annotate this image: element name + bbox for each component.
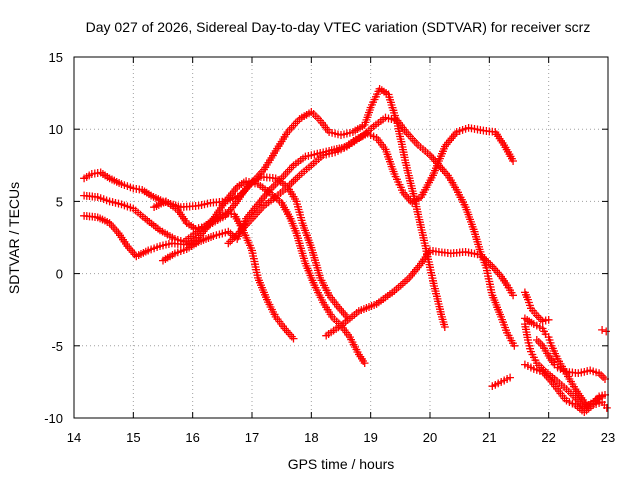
x-tick-label: 17: [245, 430, 259, 445]
y-tick-label: 5: [56, 194, 63, 209]
data-series: [294, 161, 607, 408]
x-tick-label: 23: [601, 430, 615, 445]
chart-title: Day 027 of 2026, Sidereal Day-to-day VTE…: [86, 19, 591, 35]
x-tick-label: 21: [482, 430, 496, 445]
x-tick-label: 19: [363, 430, 377, 445]
y-tick-label: 15: [49, 50, 63, 65]
x-axis-label: GPS time / hours: [288, 456, 395, 472]
axis-ticks: [73, 56, 609, 419]
y-tick-label: -5: [51, 339, 63, 354]
x-tick-label: 14: [67, 430, 81, 445]
y-tick-label: -10: [44, 411, 63, 426]
x-tick-labels: 14 15 16 17 18 19 20 21 22 23: [67, 430, 615, 445]
y-tick-label: 0: [56, 267, 63, 282]
x-tick-label: 18: [304, 430, 318, 445]
x-tick-label: 16: [185, 430, 199, 445]
y-axis-label: SDTVAR / TECUs: [6, 182, 22, 294]
x-tick-label: 15: [126, 430, 140, 445]
plot-frame: [73, 56, 609, 419]
y-tick-labels: -10 -5 0 5 10 15: [44, 50, 63, 426]
x-tick-label: 22: [541, 430, 555, 445]
x-tick-label: 20: [423, 430, 437, 445]
grid-lines: [74, 57, 608, 418]
y-tick-label: 10: [49, 122, 63, 137]
